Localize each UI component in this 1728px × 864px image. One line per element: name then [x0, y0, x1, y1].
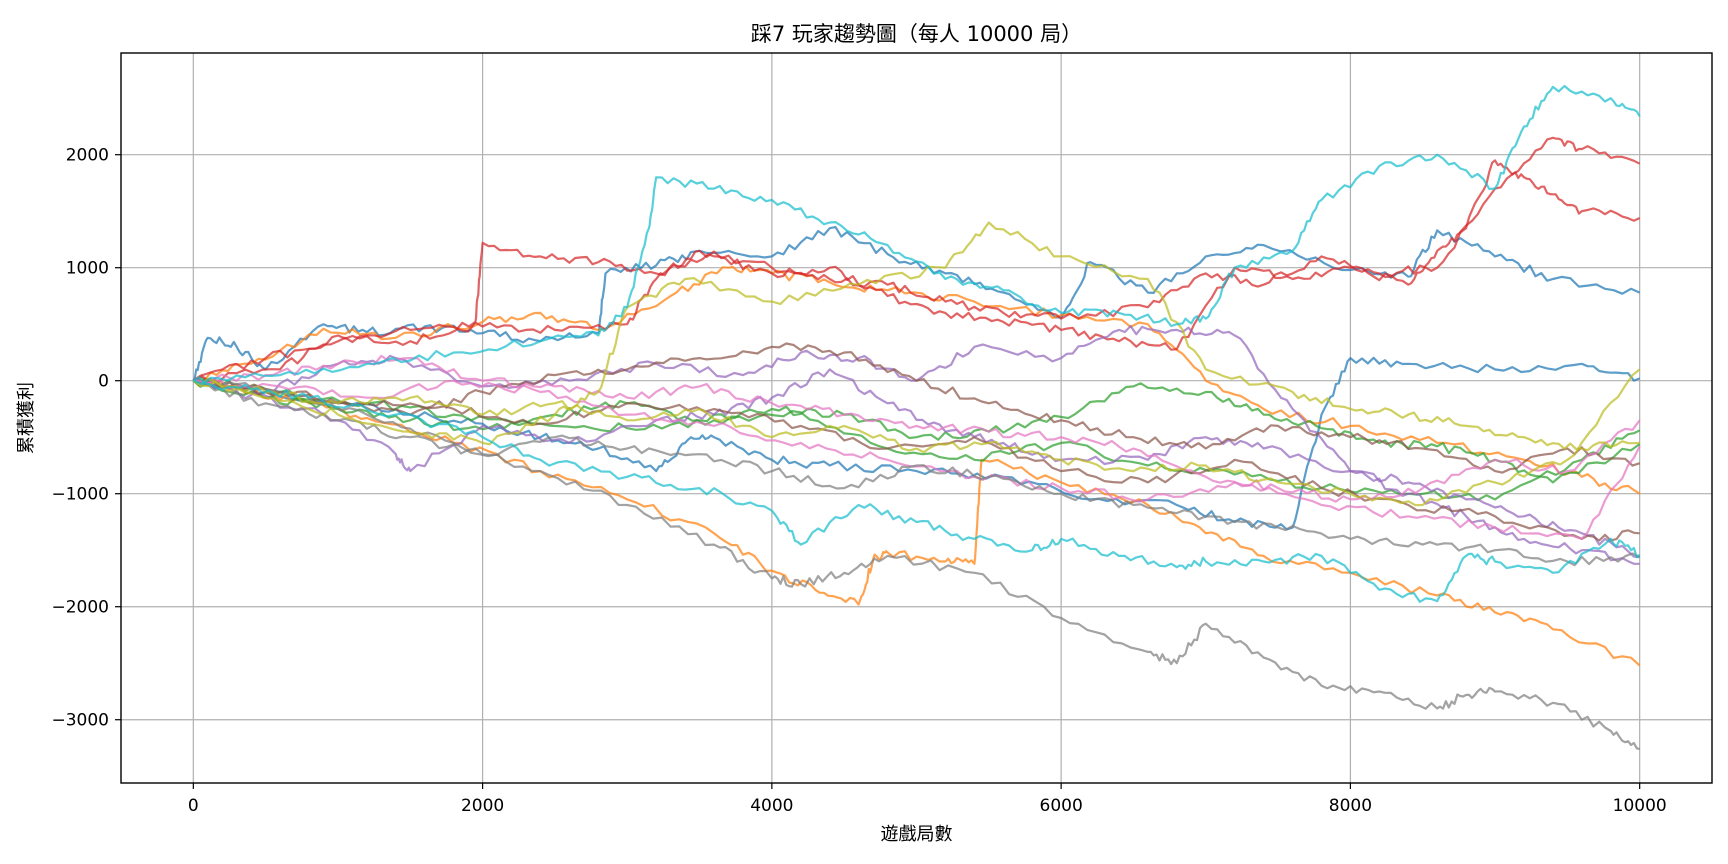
- series-line-8: [192, 136, 1641, 382]
- series-line-7: [192, 159, 1641, 384]
- series-line-11: [193, 377, 1640, 542]
- y-tick-label: 2000: [66, 146, 109, 166]
- series-line-16: [192, 379, 1641, 567]
- grid: [121, 53, 1712, 783]
- series-line-3: [193, 265, 1641, 495]
- series-line-18: [192, 368, 1641, 507]
- series-line-17: [192, 221, 1640, 452]
- series-line-12: [193, 342, 1641, 474]
- y-axis-title: 累積獲利: [16, 382, 37, 454]
- series-line-15: [192, 378, 1640, 751]
- y-tick-label: −1000: [51, 485, 109, 505]
- plot-area-frame: [120, 52, 1713, 784]
- axis-ticks: 0 2000 4000 6000 8000 10000 −3000 −2000 −1000 0 10…: [51, 146, 1666, 816]
- y-tick-label: −2000: [51, 598, 109, 618]
- series-line-19: [192, 84, 1641, 386]
- series-line-6: [192, 376, 1641, 502]
- chart-title: 踩7 玩家趨勢圖（每人 10000 局）: [751, 22, 1082, 46]
- x-tick-label: 4000: [750, 796, 793, 816]
- x-axis-title: 遊戲局數: [881, 824, 953, 845]
- series-line-13: [193, 378, 1641, 540]
- y-tick-label: −3000: [51, 711, 109, 731]
- x-tick-label: 8000: [1329, 796, 1372, 816]
- series-line-10: [193, 325, 1640, 565]
- series-line-9: [193, 368, 1640, 559]
- y-tick-label: 1000: [66, 259, 109, 279]
- series-group: [192, 84, 1641, 751]
- series-line-20: [192, 376, 1641, 603]
- x-tick-label: 0: [188, 796, 199, 816]
- y-tick-label: 0: [98, 372, 109, 392]
- x-tick-label: 2000: [461, 796, 504, 816]
- x-tick-label: 10000: [1613, 796, 1667, 816]
- x-tick-label: 6000: [1040, 796, 1083, 816]
- series-line-14: [193, 354, 1641, 503]
